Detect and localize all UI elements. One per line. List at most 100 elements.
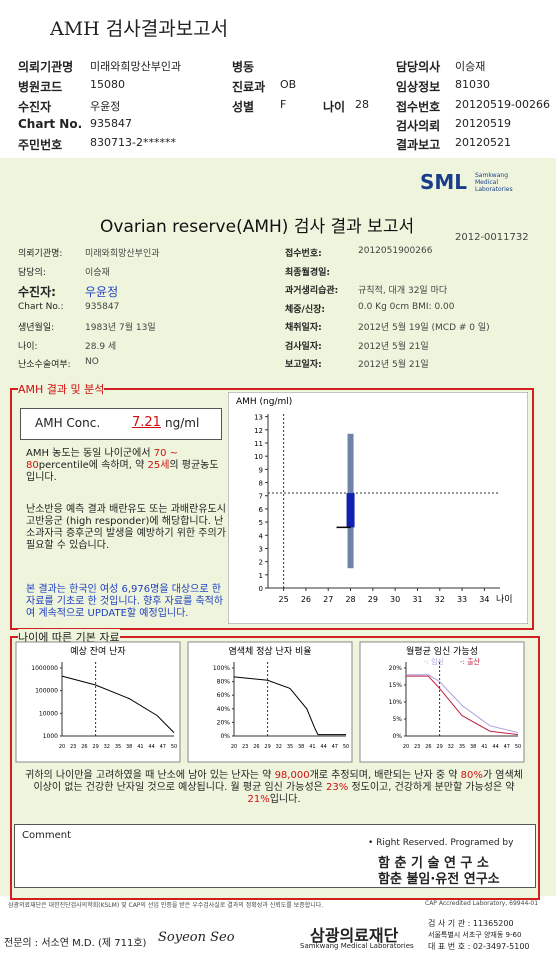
text: 서울특별시 서초구 양재동 9-60 <box>428 931 522 939</box>
field-value: 이승재 <box>85 267 110 278</box>
field-label: Chart No. <box>18 117 83 131</box>
y-tick-label: 10000 <box>39 710 58 717</box>
y-tick-label: 10 <box>254 453 263 461</box>
field-label: 결과보고 <box>396 138 441 152</box>
x-tick-label: 41 <box>309 744 315 750</box>
y-tick-label: 8 <box>259 480 263 488</box>
field-label: 생년월일: <box>18 323 55 333</box>
x-tick-label: 33 <box>457 595 467 604</box>
x-tick-label: 35 <box>115 744 121 750</box>
x-tick-label: 29 <box>368 595 378 604</box>
field-label: Chart No.: <box>18 301 64 312</box>
field-label: 난소수술여부: <box>18 360 71 370</box>
x-tick-label: 29 <box>92 744 98 750</box>
y-tick-label: 2 <box>259 559 263 567</box>
legend-entry: -: 임신 <box>424 657 444 666</box>
x-tick-label: 32 <box>448 744 454 750</box>
x-tick-label: 44 <box>320 744 326 750</box>
text: 난소반응 예측 결과 배란유도 또는 과배란유도시 고반응군 (high res… <box>26 504 226 551</box>
text-segment: 정도이고, 건강하게 분만할 가능성은 약 <box>348 782 515 793</box>
chart-title: 월평균 임신 가능성 <box>406 645 478 657</box>
field-value: 20120519 <box>455 117 511 130</box>
field-value: 2012년 5월 19일 (MCD # 0 일) <box>358 323 490 333</box>
x-tick-label: 50 <box>515 744 521 750</box>
x-tick-label: 35 <box>459 744 465 750</box>
x-tick-label: 50 <box>343 744 349 750</box>
y-tick-label: 20% <box>217 719 231 726</box>
field-label: 접수번호 <box>396 100 441 114</box>
field-value: NO <box>85 357 99 367</box>
field-value: 우윤정 <box>85 285 119 299</box>
text-segment: 의 평균농도입니다. <box>26 460 219 483</box>
y-tick-label: 9 <box>259 466 263 474</box>
curve <box>61 675 175 733</box>
y-tick-label: 60% <box>217 692 231 699</box>
chart-frame <box>187 641 353 763</box>
x-tick-label: 20 <box>59 744 65 750</box>
field-value: OB <box>280 78 297 91</box>
x-tick-label: 34 <box>479 595 489 604</box>
text-segment: percentile에 속하며, 약 <box>38 460 148 471</box>
chart-title: 염색체 정상 난자 비율 <box>228 646 311 657</box>
x-axis-label: 나이 <box>496 594 513 605</box>
text-segment: 23% <box>326 782 349 793</box>
x-tick-label: 50 <box>171 744 177 750</box>
field-label: 검사일자: <box>285 341 322 352</box>
legend-entry: -: 출산 <box>460 657 481 666</box>
field-value: 2012051900266 <box>358 246 433 256</box>
x-tick-label: 32 <box>435 595 445 604</box>
text-segment: 개로 추정되며, 배란되는 난자 중 약 <box>309 770 461 781</box>
text: Samkwang Medical Laboratories <box>300 942 414 950</box>
text: 전문의 : 서소연 M.D. (제 711호) <box>4 938 147 949</box>
field-value: 15080 <box>90 78 125 91</box>
text: CAP Accredited Laboratory, 69944-01 <box>425 900 539 907</box>
chart-frame <box>15 641 181 763</box>
text: 본 결과는 한국인 여성 6,976명을 대상으로 한 자료를 기초로 한 것입… <box>26 584 224 619</box>
y-tick-label: 5 <box>259 519 263 527</box>
field-label: 나이: <box>18 341 38 352</box>
field-label: 주민번호 <box>18 138 63 152</box>
field-label: 검사의뢰 <box>396 119 441 133</box>
x-tick-label: 35 <box>287 744 293 750</box>
field-label: 성별 <box>232 100 255 114</box>
field-label: 담당의사 <box>396 60 441 74</box>
x-tick-label: 23 <box>414 744 420 750</box>
field-label: 과거생리습관: <box>285 286 339 296</box>
report: SML Samkwang Medical Laboratories Ovaria… <box>0 158 556 900</box>
x-tick-label: 31 <box>412 595 422 604</box>
y-tick-label: 0 <box>259 585 263 593</box>
field-label: 체중/신장: <box>285 304 326 315</box>
x-tick-label: 47 <box>160 744 166 750</box>
text: 대 표 번 호 : 02-3497-5100 <box>428 942 530 951</box>
text: Comment <box>22 830 71 841</box>
field-label: 담당의: <box>18 267 46 278</box>
y-tick-label: 13 <box>254 414 263 422</box>
text-segment: AMH 농도는 동일 나이군에서 <box>26 448 154 459</box>
field-label: 보고일자: <box>285 360 322 370</box>
field-label: 최종월경일: <box>285 267 330 278</box>
chart-frame <box>359 641 525 763</box>
y-tick-label: 20% <box>389 665 403 672</box>
field-label: 채취일자: <box>285 323 322 333</box>
text: 나이에 따른 기본 자료 <box>18 629 120 645</box>
y-tick-label: 0% <box>220 733 230 740</box>
field-value: 2012년 5월 21일 <box>358 341 429 352</box>
field-value: 이승재 <box>455 60 486 73</box>
x-tick-label: 20 <box>231 744 237 750</box>
field-label: 임상정보 <box>396 80 441 94</box>
field-label: 병원코드 <box>18 80 63 94</box>
text-segment: 가 염색체이상이 없는 건강한 난자일 것으로 예상됩니다. 월 평균 임신 가… <box>33 770 523 793</box>
x-tick-label: 38 <box>298 744 304 750</box>
text: Ovarian reserve(AMH) 검사 결과 보고서 <box>100 217 415 237</box>
text: ng/ml <box>165 416 200 430</box>
field-value: 830713-2****** <box>90 136 176 149</box>
x-tick-label: 26 <box>253 744 259 750</box>
y-tick-label: 1 <box>259 572 263 580</box>
field-value: 미래와희망산부인과 <box>90 60 182 73</box>
field-value: 1983년 7월 13일 <box>85 323 156 333</box>
text-segment: 70 ~ 80 <box>26 448 178 471</box>
text: 함춘 불임·유전 연구소 <box>378 872 500 887</box>
y-axis-label: AMH (ng/ml) <box>236 397 292 407</box>
x-tick-label: 38 <box>470 744 476 750</box>
y-tick-label: 100000 <box>35 688 58 695</box>
